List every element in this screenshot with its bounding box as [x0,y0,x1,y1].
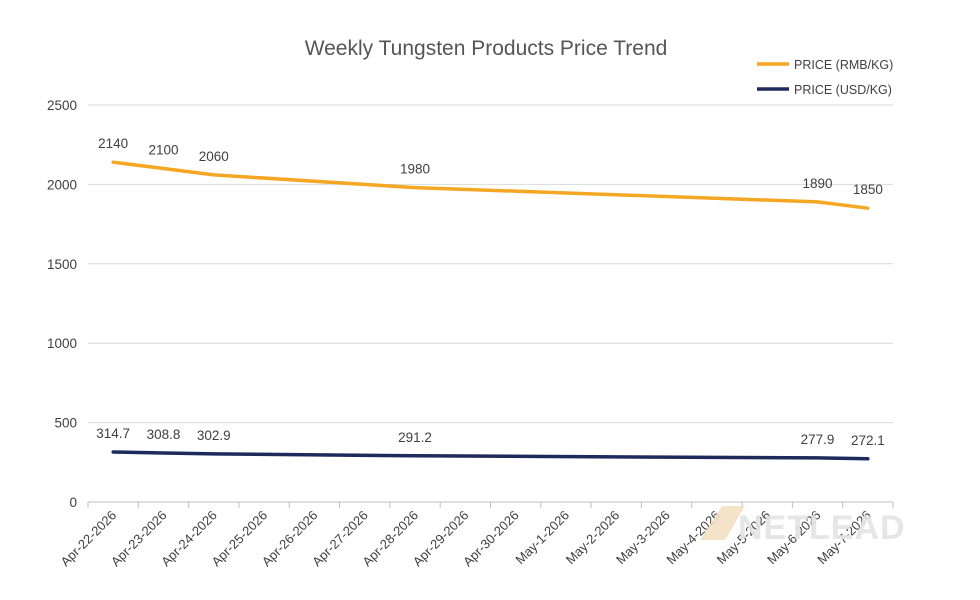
legend-label-rmb: PRICE (RMB/KG) [794,58,893,72]
chart-title: Weekly Tungsten Products Price Trend [305,37,668,60]
y-tick-label: 0 [69,495,77,510]
data-label: 272.1 [851,433,885,448]
watermark-text: NETLEAD [738,509,906,547]
wing-logo-icon [700,506,745,540]
series-lines [111,160,870,461]
data-label: 1980 [400,162,430,177]
y-tick-label: 1000 [47,336,77,351]
data-labels: 2140 2100 2060 1980 1890 1850 314.7 308.8 302.9 2… [96,136,884,448]
gridlines [88,104,893,503]
data-label: 291.2 [398,430,432,445]
data-label: 308.8 [147,427,181,442]
data-label: 2140 [98,136,128,151]
data-label: 302.9 [197,428,231,443]
data-label: 2060 [199,149,229,164]
watermark: NETLEAD [700,506,906,547]
y-tick-label: 2000 [47,177,77,192]
data-label: 277.9 [801,432,835,447]
y-axis-ticks: 0 500 1000 1500 2000 2500 [47,98,77,510]
legend: PRICE (RMB/KG) PRICE (USD/KG) [757,58,893,97]
legend-label-usd: PRICE (USD/KG) [794,83,892,97]
data-label: 1850 [853,182,883,197]
data-label: 314.7 [96,426,130,441]
y-tick-label: 500 [54,416,77,431]
data-label: 1890 [803,176,833,191]
series-line-0 [111,160,870,210]
y-tick-label: 1500 [47,257,77,272]
y-tick-label: 2500 [47,98,77,113]
data-label: 2100 [148,143,178,158]
series-line-1 [111,450,870,461]
